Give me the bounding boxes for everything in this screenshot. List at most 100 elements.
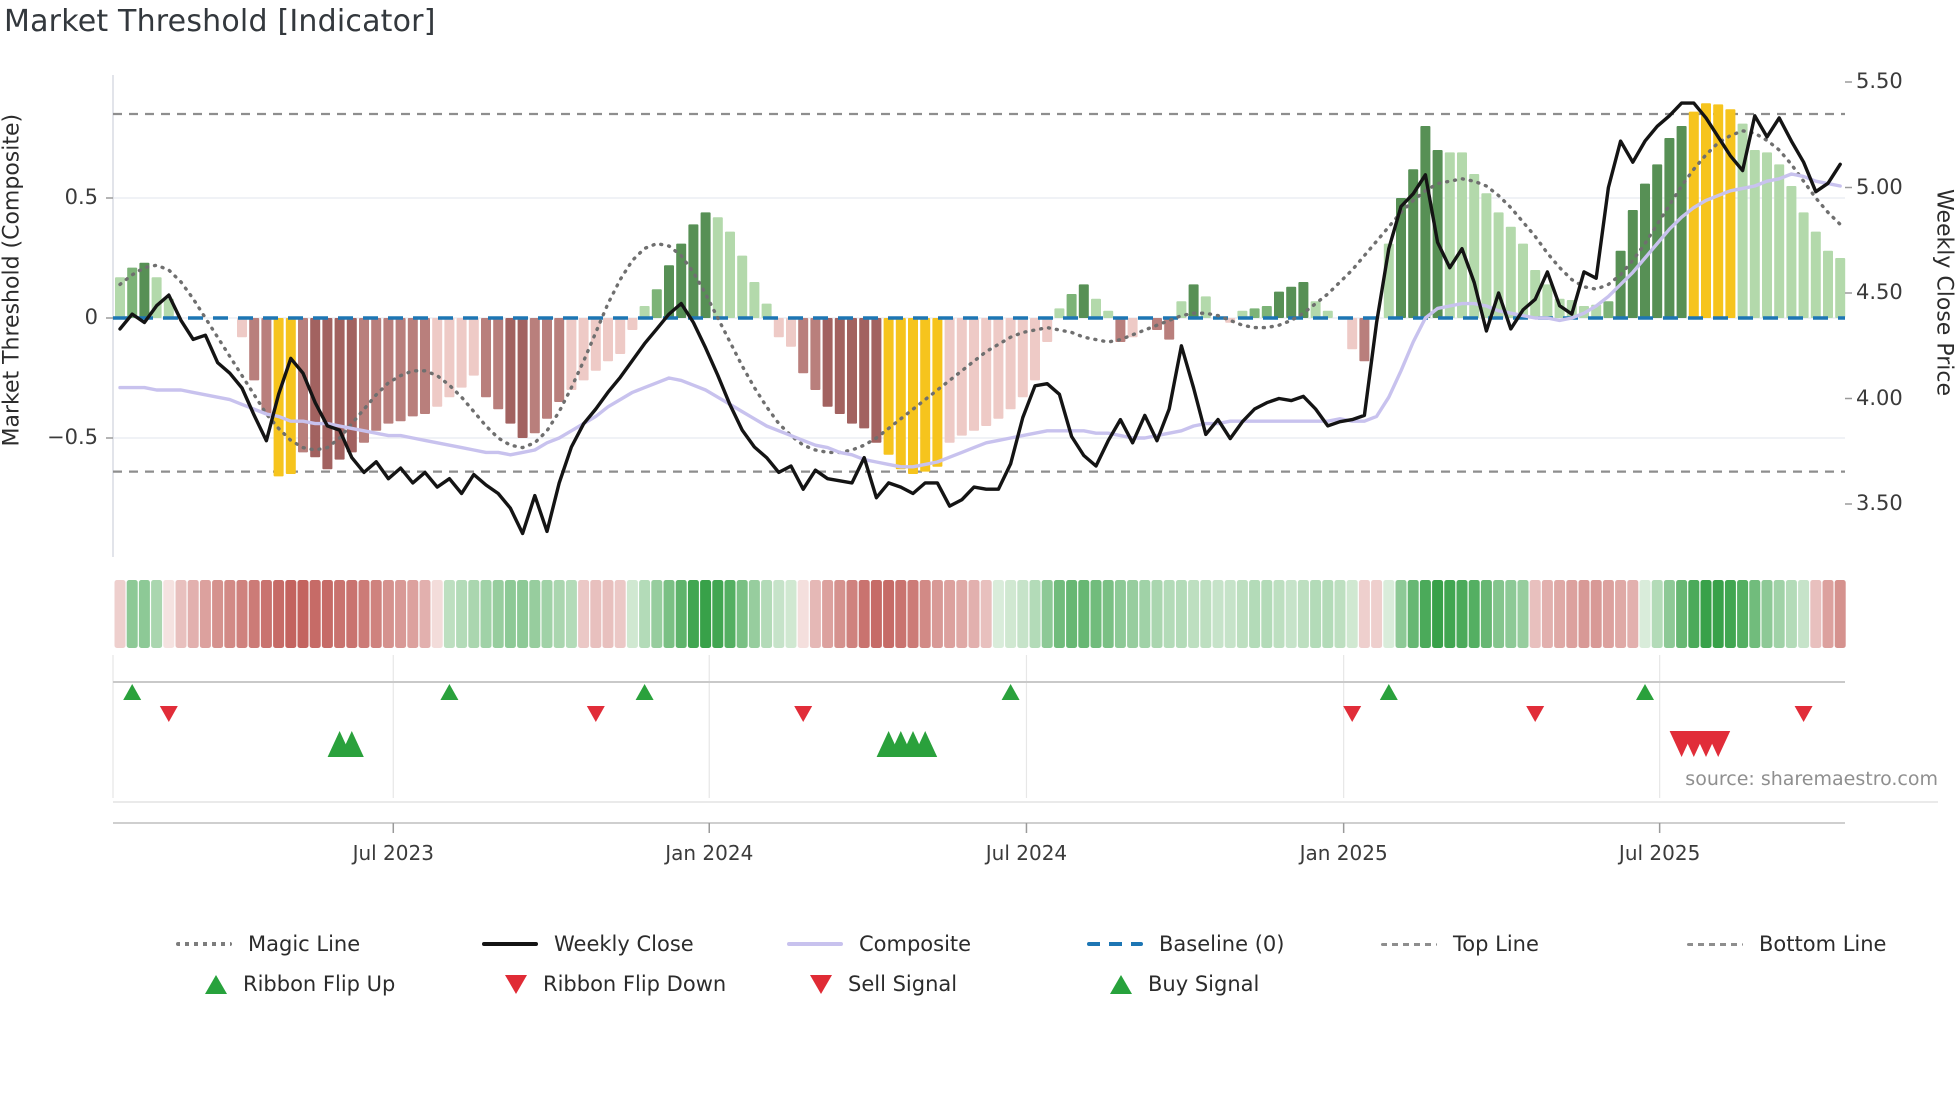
x-tick-label: Jul 2025 [1618, 841, 1701, 865]
histogram-bar [1627, 210, 1638, 318]
ribbon-cell [1834, 580, 1846, 648]
ribbon-cell [1334, 580, 1346, 648]
histogram-bar [822, 318, 833, 407]
ribbon-cell [590, 580, 602, 648]
x-tick-label: Jul 2024 [985, 841, 1068, 865]
ribbon-cell [614, 580, 626, 648]
histogram-bar [1774, 164, 1785, 318]
magic-line [118, 129, 1842, 455]
ribbon-cell [321, 580, 333, 648]
histogram-bar [981, 318, 992, 426]
right-tick-label: 3.50 [1856, 491, 1903, 515]
ribbon-cell [748, 580, 760, 648]
ribbon-cell [126, 580, 138, 648]
legend-swatch-dashed-blue [1087, 942, 1143, 946]
histogram-bar [1188, 284, 1199, 318]
buy-signal-marker [913, 731, 938, 757]
legend-label: Weekly Close [554, 932, 694, 956]
ribbon-cell [1456, 580, 1468, 648]
histogram-bar [798, 318, 809, 374]
histogram-bar [871, 318, 882, 443]
ribbon-cell [529, 580, 541, 648]
ribbon-cell [797, 580, 809, 648]
histogram-bar [895, 318, 906, 470]
histogram-bar [371, 318, 382, 431]
histogram-bar [786, 318, 796, 347]
histogram-bar [737, 255, 748, 318]
left-tick-label: −0.5 [47, 425, 98, 449]
legend-label: Buy Signal [1148, 972, 1260, 996]
ribbon-cell [541, 580, 553, 648]
ribbon-cell [517, 580, 529, 648]
ribbon-cell [956, 580, 968, 648]
legend-swatch-solid-lavender [787, 942, 843, 946]
histogram-bar [346, 318, 357, 453]
legend-label: Ribbon Flip Up [243, 972, 396, 996]
ribbon-cell [1188, 580, 1200, 648]
ribbon-cell [931, 580, 943, 648]
ribbon-cell [1493, 580, 1505, 648]
histogram-bar [1737, 123, 1748, 318]
ribbon-cell [1127, 580, 1139, 648]
histogram-bar [298, 318, 308, 453]
histogram-bar [1237, 310, 1248, 318]
ribbon-cell [285, 580, 297, 648]
ribbon-cell [175, 580, 187, 648]
ribbon-cell [1468, 580, 1480, 648]
ribbon-cell [1395, 580, 1407, 648]
histogram-bar [810, 318, 821, 390]
histogram-bar [383, 318, 394, 424]
histogram-bar [1688, 111, 1699, 318]
ribbon-cell [1432, 580, 1444, 648]
histogram-bar [834, 318, 845, 414]
ribbon-cell [358, 580, 370, 648]
histogram-bar [1518, 243, 1528, 318]
histogram-bar [529, 318, 540, 434]
ribbon-cell [870, 580, 882, 648]
ribbon-cell [297, 580, 309, 648]
histogram-bar [1115, 318, 1126, 342]
ribbon-cell [1700, 580, 1712, 648]
ribbon-cell [1712, 580, 1724, 648]
histogram-bar [1469, 174, 1480, 318]
histogram-bar [700, 212, 711, 318]
histogram-bar [554, 318, 565, 402]
legend-label: Ribbon Flip Down [543, 972, 727, 996]
histogram-bar [1835, 258, 1846, 318]
histogram-bar [237, 318, 247, 338]
histogram-bar [1810, 231, 1821, 318]
ribbon-cell [846, 580, 858, 648]
ribbon-flip-up-marker [1379, 684, 1398, 700]
histogram-bar [1725, 109, 1736, 318]
ribbon-cell [236, 580, 248, 648]
legend-item: Buy Signal [1110, 971, 1259, 997]
composite-line [118, 172, 1842, 469]
ribbon-cell [1505, 580, 1517, 648]
ribbon-cell [1322, 580, 1334, 648]
ribbon-cell [1785, 580, 1797, 648]
ribbon-cell [1261, 580, 1273, 648]
ribbon-cell [992, 580, 1004, 648]
ribbon-cell [212, 580, 224, 648]
x-tick-label: Jan 2025 [1299, 841, 1388, 865]
histogram-bar [883, 318, 894, 455]
ribbon-cell [1285, 580, 1297, 648]
histogram-bar [956, 318, 967, 436]
ribbon-cell [260, 580, 272, 648]
histogram-bar [1164, 318, 1175, 340]
ribbon-cell [907, 580, 919, 648]
histogram-bar [651, 289, 662, 318]
ribbon-cell [1639, 580, 1651, 648]
histogram-bar [1408, 169, 1419, 318]
x-tick-label: Jul 2023 [352, 841, 434, 865]
sell-signal-marker [1706, 731, 1731, 757]
histogram-bar [127, 267, 138, 318]
histogram-bar [725, 231, 735, 318]
ribbon-cell [1273, 580, 1285, 648]
ribbon-cell [1029, 580, 1041, 648]
ribbon-cell [773, 580, 785, 648]
histogram-bar [1786, 186, 1797, 318]
legend-label: Magic Line [248, 932, 361, 956]
ribbon-cell [553, 580, 565, 648]
